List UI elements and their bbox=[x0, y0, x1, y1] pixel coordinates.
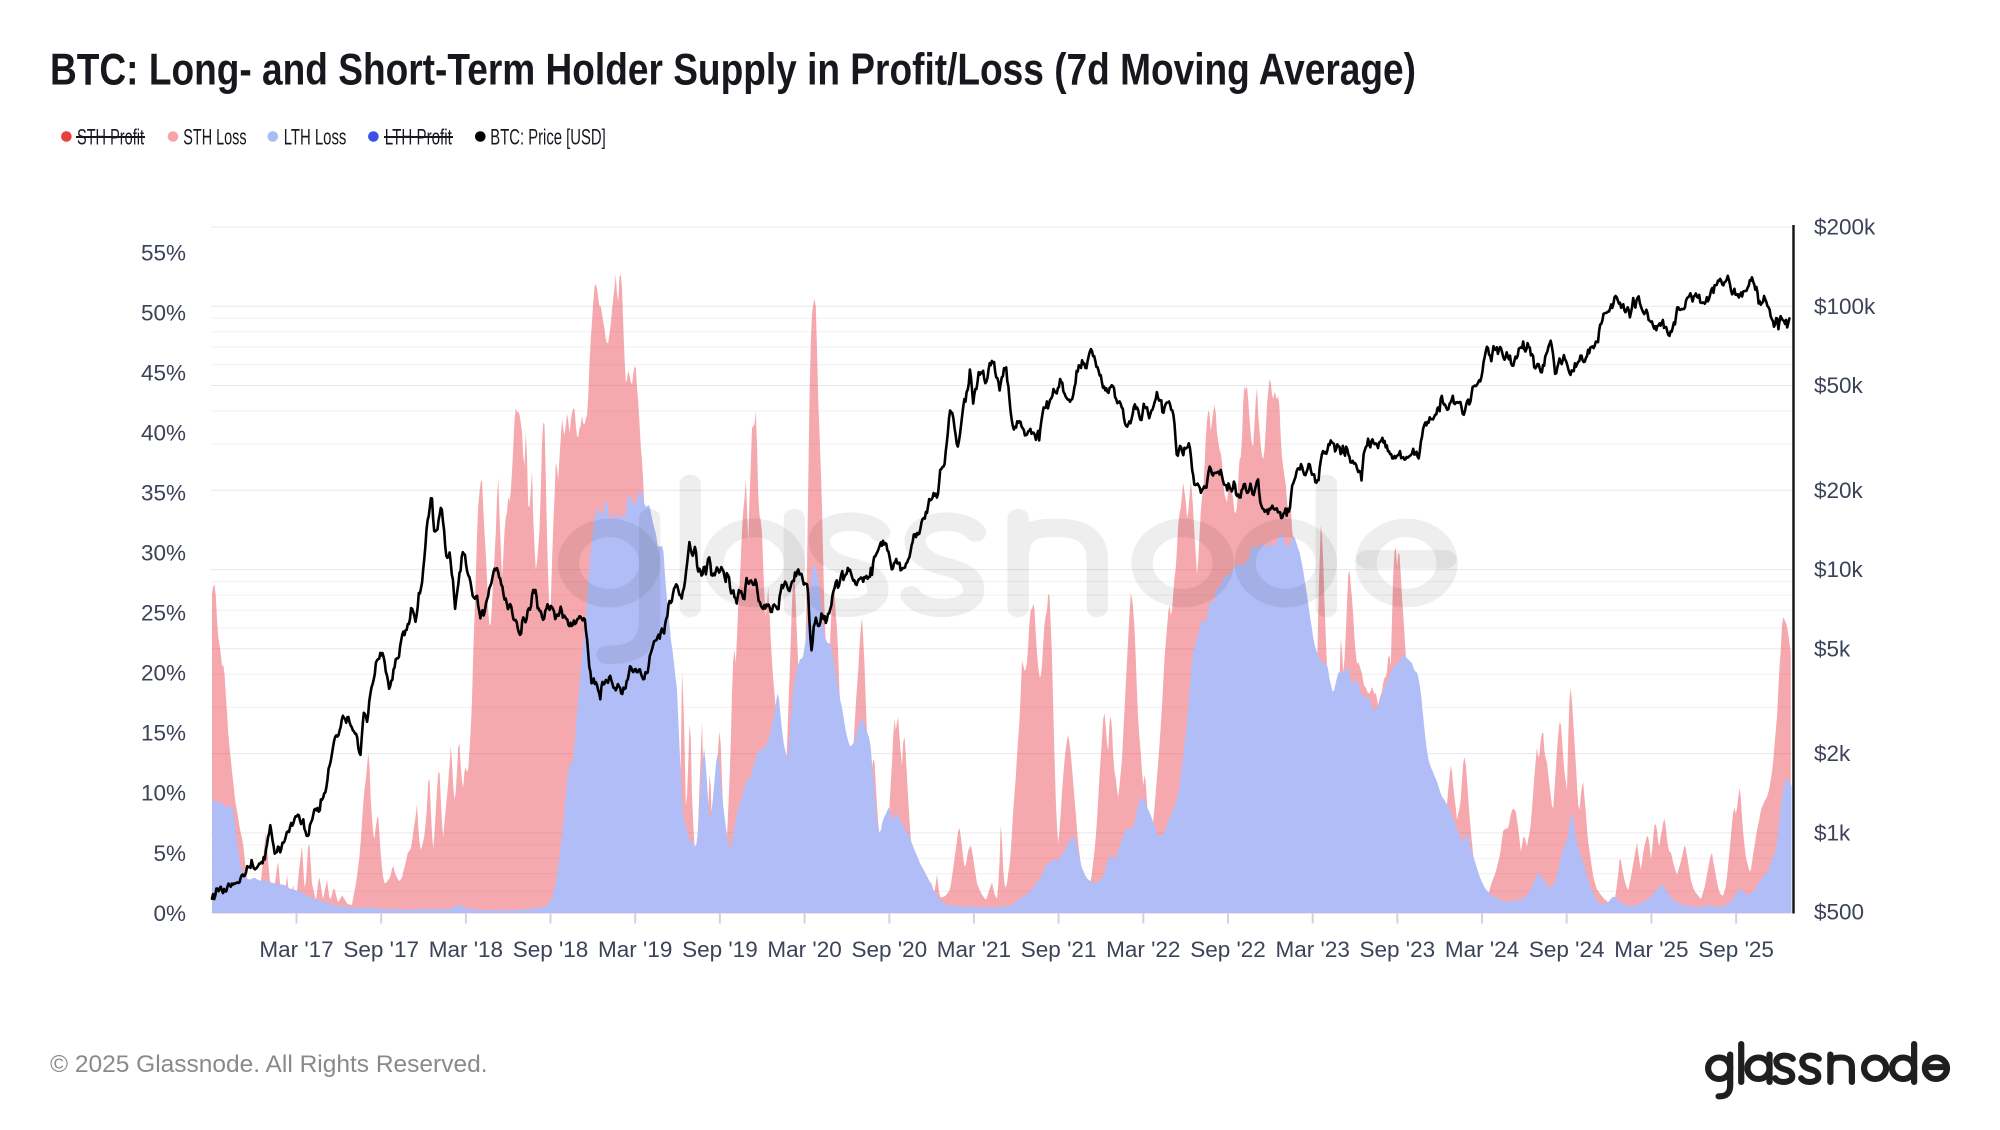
svg-text:Mar '22: Mar '22 bbox=[1106, 937, 1180, 962]
svg-text:BTC: Long- and Short-Term Hold: BTC: Long- and Short-Term Holder Supply … bbox=[50, 46, 1416, 95]
svg-text:$10k: $10k bbox=[1814, 557, 1864, 582]
svg-text:35%: 35% bbox=[141, 481, 186, 506]
svg-text:$100k: $100k bbox=[1814, 294, 1876, 319]
svg-text:$5k: $5k bbox=[1814, 636, 1851, 661]
svg-text:© 2025 Glassnode. All Rights R: © 2025 Glassnode. All Rights Reserved. bbox=[50, 1051, 488, 1078]
svg-text:40%: 40% bbox=[141, 421, 186, 446]
svg-text:STH Loss: STH Loss bbox=[183, 125, 246, 150]
svg-text:LTH Loss: LTH Loss bbox=[284, 125, 347, 150]
svg-text:Mar '20: Mar '20 bbox=[767, 937, 841, 962]
svg-text:Mar '19: Mar '19 bbox=[598, 937, 672, 962]
svg-text:Mar '17: Mar '17 bbox=[259, 937, 333, 962]
svg-text:$500: $500 bbox=[1814, 900, 1864, 925]
svg-text:20%: 20% bbox=[141, 661, 186, 686]
svg-text:30%: 30% bbox=[141, 541, 186, 566]
svg-text:Sep '23: Sep '23 bbox=[1359, 937, 1435, 962]
svg-text:$20k: $20k bbox=[1814, 478, 1864, 503]
svg-text:15%: 15% bbox=[141, 721, 186, 746]
svg-text:$2k: $2k bbox=[1814, 741, 1851, 766]
svg-text:Mar '21: Mar '21 bbox=[937, 937, 1011, 962]
svg-text:Sep '17: Sep '17 bbox=[343, 937, 419, 962]
svg-text:10%: 10% bbox=[141, 781, 186, 806]
svg-text:Sep '25: Sep '25 bbox=[1698, 937, 1774, 962]
svg-text:Mar '18: Mar '18 bbox=[429, 937, 503, 962]
svg-text:5%: 5% bbox=[153, 841, 186, 866]
svg-text:45%: 45% bbox=[141, 361, 186, 386]
svg-text:55%: 55% bbox=[141, 241, 186, 266]
svg-text:$50k: $50k bbox=[1814, 373, 1864, 398]
svg-text:Mar '23: Mar '23 bbox=[1276, 937, 1350, 962]
svg-text:Sep '18: Sep '18 bbox=[513, 937, 589, 962]
svg-text:BTC: Price [USD]: BTC: Price [USD] bbox=[490, 125, 605, 150]
svg-text:Sep '20: Sep '20 bbox=[851, 937, 927, 962]
svg-text:25%: 25% bbox=[141, 601, 186, 626]
svg-text:$200k: $200k bbox=[1814, 215, 1876, 240]
svg-text:Sep '24: Sep '24 bbox=[1529, 937, 1605, 962]
svg-text:Sep '22: Sep '22 bbox=[1190, 937, 1266, 962]
svg-text:50%: 50% bbox=[141, 301, 186, 326]
svg-text:Mar '24: Mar '24 bbox=[1445, 937, 1519, 962]
svg-text:Sep '19: Sep '19 bbox=[682, 937, 758, 962]
svg-text:$1k: $1k bbox=[1814, 820, 1851, 845]
svg-text:Mar '25: Mar '25 bbox=[1614, 937, 1688, 962]
svg-text:0%: 0% bbox=[153, 901, 186, 926]
svg-text:Sep '21: Sep '21 bbox=[1021, 937, 1097, 962]
